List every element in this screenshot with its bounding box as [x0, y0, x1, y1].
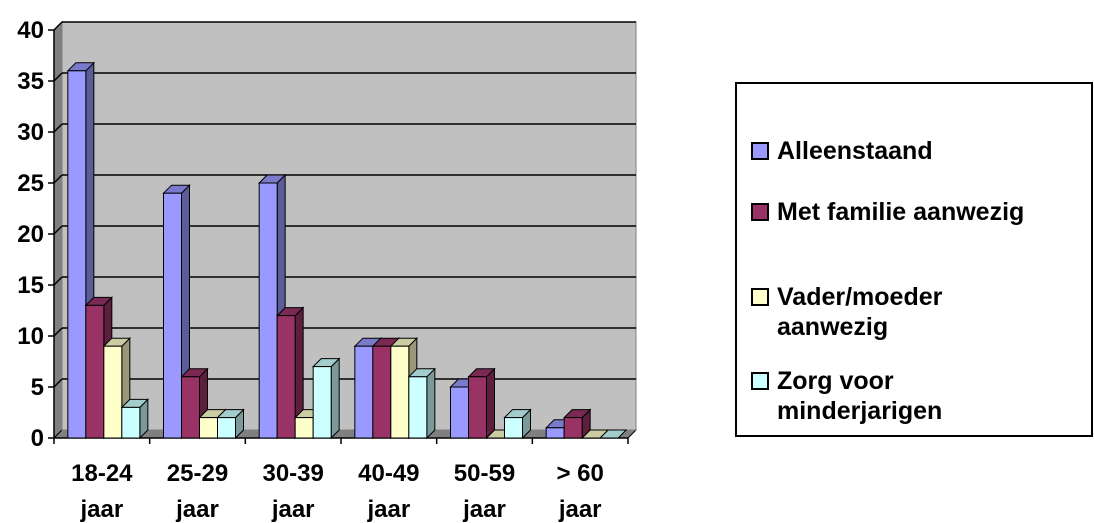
- gridline-side: [53, 21, 63, 31]
- x-tick-label: 30-39 jaar: [262, 460, 323, 523]
- y-tick-label: 40: [17, 17, 44, 44]
- bar: [598, 429, 628, 439]
- y-tick-label: 30: [17, 119, 44, 146]
- bar-chart: 0 5 10 15 20 25 30 35 40 18-24 jaar 25-29 jaar 30-39…: [17, 17, 638, 523]
- legend-swatch: [751, 203, 769, 221]
- legend-item-zorg: Zorg voor minderjarigen: [751, 366, 1007, 426]
- y-tick-label: 0: [31, 425, 44, 452]
- x-tick-label: 25-29 jaar: [167, 460, 228, 523]
- legend: Alleenstaand Met familie aanwezig Vader/…: [735, 82, 1093, 437]
- legend-item-met-familie: Met familie aanwezig: [751, 197, 1094, 227]
- gridline-side: [53, 174, 63, 184]
- x-tick-label: 50-59 jaar: [454, 460, 515, 523]
- plot-area: [52, 20, 638, 440]
- bar: [120, 398, 150, 440]
- y-tick-label: 25: [17, 170, 44, 197]
- bar: [275, 306, 305, 440]
- legend-label: Vader/moeder aanwezig: [777, 283, 943, 341]
- legend-label: Met familie aanwezig: [777, 198, 1025, 226]
- legend-item-alleenstaand: Alleenstaand: [751, 136, 1094, 166]
- bar: [311, 357, 341, 440]
- bar: [467, 367, 496, 440]
- legend-swatch: [751, 372, 769, 390]
- legend-swatch: [751, 142, 769, 160]
- gridline-side: [53, 327, 63, 337]
- x-tick-label: 40-49 jaar: [358, 460, 419, 523]
- y-tick-label: 35: [17, 68, 44, 95]
- gridline-side: [53, 225, 63, 235]
- gridline-side: [53, 276, 63, 286]
- legend-swatch: [751, 288, 769, 306]
- y-tick-label: 15: [17, 272, 44, 299]
- x-tick-label: > 60 jaar: [556, 460, 603, 523]
- legend-item-vader-moeder: Vader/moeder aanwezig: [751, 282, 1007, 342]
- y-tick-label: 10: [17, 323, 44, 350]
- y-tick-label: 20: [17, 221, 44, 248]
- y-tick-label: 5: [31, 374, 44, 401]
- gridline-side: [53, 378, 63, 388]
- gridline-side: [53, 123, 63, 133]
- bar: [407, 367, 437, 440]
- gridline-side: [53, 72, 63, 82]
- bar: [503, 408, 532, 440]
- legend-label: Zorg voor minderjarigen: [777, 367, 943, 425]
- y-axis: 0 5 10 15 20 25 30 35 40: [17, 17, 55, 452]
- x-axis: 18-24 jaar 25-29 jaar 30-39 jaar 40-49 jaar 50-5…: [53, 437, 629, 523]
- legend-label: Alleenstaand: [777, 137, 933, 165]
- x-tick-label: 18-24 jaar: [71, 460, 133, 523]
- bars: [66, 61, 628, 440]
- bar: [216, 408, 245, 440]
